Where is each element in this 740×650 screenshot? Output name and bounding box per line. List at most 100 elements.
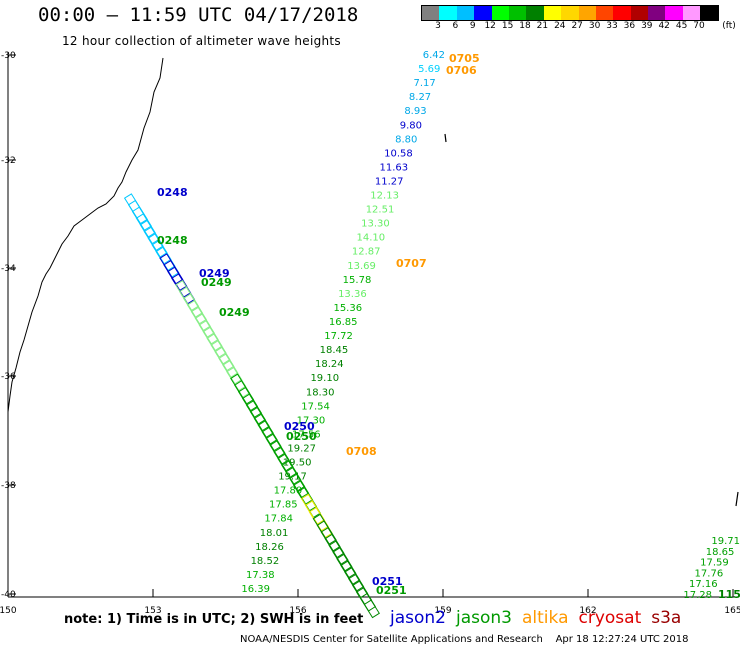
swh-value: 19.27 (287, 443, 316, 454)
track-number: 0705 (449, 52, 480, 65)
color-scale-label: 36 (623, 21, 636, 31)
swh-value: 17.16 (689, 579, 718, 590)
color-scale-label: 70 (693, 21, 705, 31)
swh-value: 17.85 (269, 500, 298, 511)
lon-tick-label: 162 (579, 606, 596, 616)
swh-value: 13.69 (347, 261, 376, 272)
swh-value: 18.52 (251, 556, 280, 567)
color-scale-label: 33 (606, 21, 618, 31)
swh-value: 13.36 (338, 289, 367, 300)
chart-title: 00:00 – 11:59 UTC 04/17/2018 (38, 4, 359, 26)
color-swatch (422, 6, 440, 20)
color-scale-label: 12 (484, 21, 496, 31)
swh-value: 18.65 (706, 547, 735, 558)
legend-jason2: jason2 (390, 608, 446, 628)
track-number: 115 (718, 588, 740, 601)
color-swatch (508, 6, 527, 20)
track-number: 0708 (346, 445, 377, 458)
color-swatch (526, 6, 544, 20)
swh-value: 18.24 (315, 359, 344, 370)
color-scale-label: 3 (435, 21, 441, 31)
color-scale-label: 9 (469, 21, 476, 31)
swh-value: 18.26 (255, 542, 284, 553)
swh-value: 19.10 (310, 373, 339, 384)
track-number: 0250 (286, 430, 317, 443)
color-swatch (682, 6, 701, 20)
swh-value: 8.93 (404, 106, 426, 117)
color-scale-labels: 3 6 9 12 15 18 21 24 27 30 33 36 39 42 45 70 (ft) (421, 21, 740, 33)
swh-value: 16.85 (329, 317, 358, 328)
color-swatch (491, 6, 509, 20)
track-number: 0251 (372, 575, 403, 588)
track-number: 0249 (199, 267, 230, 280)
swh-value: 19.71 (711, 536, 740, 547)
swh-value: 16.39 (241, 584, 270, 595)
legend-jason3: jason3 (456, 608, 512, 628)
color-swatch (578, 6, 596, 20)
color-scale-label: 39 (641, 21, 653, 31)
swh-value: 10.58 (384, 148, 413, 159)
color-swatch (700, 6, 718, 20)
lon-tick-label: 165 (724, 606, 740, 616)
track-cell (355, 587, 380, 619)
color-scale-label: 42 (658, 21, 670, 31)
track-number: 0248 (157, 234, 188, 247)
swh-value: 17.84 (264, 514, 293, 525)
lon-tick-label: 156 (289, 606, 306, 616)
swh-value: 15.78 (343, 275, 372, 286)
swh-value: 17.80 (274, 486, 303, 497)
color-swatch (648, 6, 666, 20)
swh-value: 17.72 (324, 331, 353, 342)
color-swatch (613, 6, 631, 20)
color-swatch (439, 6, 457, 20)
lon-tick-label: 150 (0, 606, 17, 616)
swh-value: 6.42 (423, 50, 445, 61)
swh-value: 18.30 (306, 387, 335, 398)
swh-value: 7.17 (414, 78, 436, 89)
lon-tick-label: 153 (144, 606, 161, 616)
track-number: 0706 (446, 64, 477, 77)
swh-value: 18.45 (320, 345, 349, 356)
swh-value: 14.10 (356, 233, 385, 244)
legend-cryosat: cryosat (578, 608, 642, 628)
color-scale-label: 24 (554, 21, 566, 31)
satellite-tracks: 6.42 5.69 7.17 8.27 8.93 9.80 8.80 10.58 11.63 11… (123, 50, 740, 619)
swh-value: 17.38 (246, 570, 275, 581)
color-scale-unit: (ft) (722, 21, 736, 31)
swh-value: 12.51 (366, 205, 395, 216)
swh-value: 19.50 (283, 458, 312, 469)
track-number: 0248 (157, 186, 188, 199)
color-scale-label: 45 (675, 21, 688, 31)
swh-value: 11.27 (375, 176, 404, 187)
color-scale-label: 18 (519, 21, 531, 31)
mission-legend: jason2 jason3 altika cryosat s3a (390, 608, 691, 628)
swh-value: 5.69 (418, 64, 440, 75)
legend-s3a: s3a (651, 608, 682, 628)
swh-value: 17.59 (700, 558, 729, 569)
swh-value: 17.56 (292, 429, 321, 440)
color-swatch (561, 6, 579, 20)
island-mark (735, 491, 739, 507)
credit-line: NOAA/NESDIS Center for Satellite Applica… (240, 634, 689, 645)
color-scale-label: 30 (588, 21, 601, 31)
color-swatch (543, 6, 562, 20)
swh-value: 9.80 (400, 120, 422, 131)
color-swatch (595, 6, 614, 20)
swh-value: 8.80 (395, 134, 417, 145)
swh-value: 12.13 (370, 191, 399, 202)
color-swatch (456, 6, 475, 20)
color-swatch (474, 6, 492, 20)
chart-subtitle: 12 hour collection of altimeter wave hei… (62, 34, 341, 48)
color-swatch (630, 6, 649, 20)
swh-value: 11.63 (380, 162, 409, 173)
track-number: 0707 (396, 257, 427, 270)
color-scale-label: 27 (571, 21, 583, 31)
color-swatch (665, 6, 683, 20)
swh-value: 18.01 (260, 528, 289, 539)
track-number: 0251 (376, 584, 407, 597)
color-scale-label: 6 (452, 21, 459, 31)
coastline (7, 57, 739, 507)
footnote: note: 1) Time is in UTC; 2) SWH is in fe… (64, 612, 364, 627)
track-number: 0249 (201, 276, 232, 289)
